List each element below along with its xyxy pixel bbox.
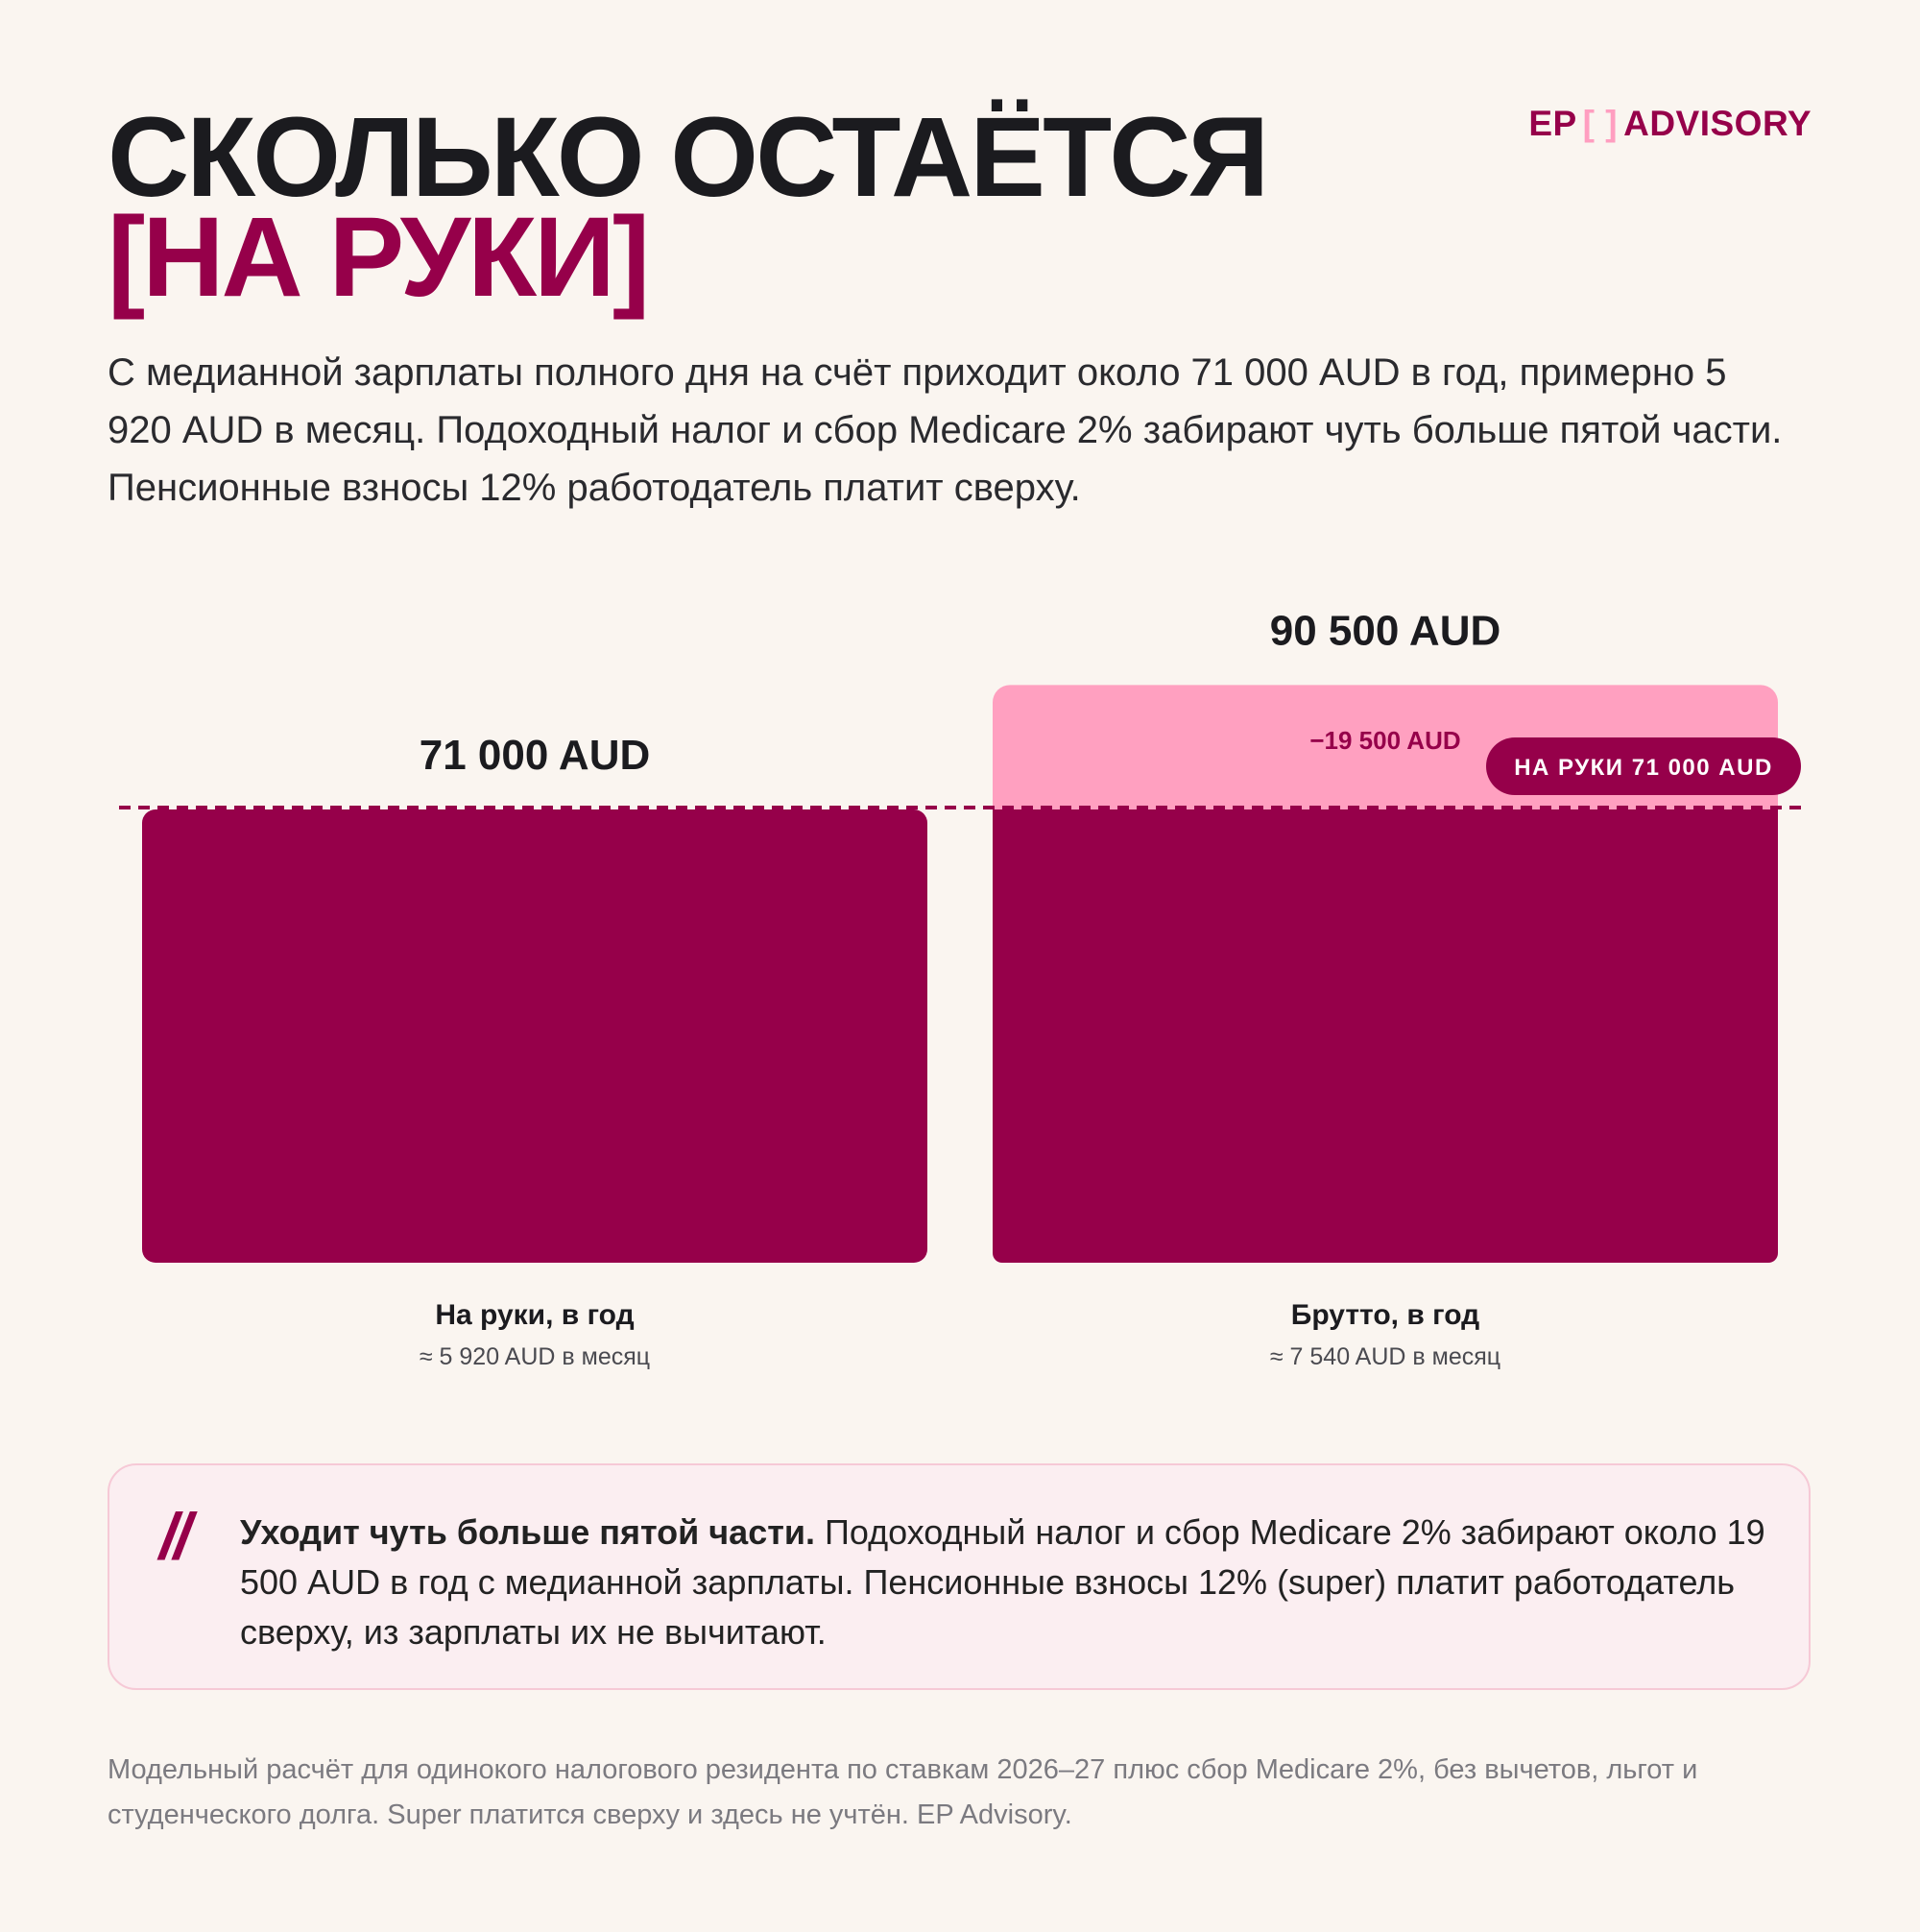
bar-gross-net [993,809,1778,1253]
brand-bracket: [ ] [1582,104,1619,143]
callout-note: // Уходит чуть больше пятой части. Подох… [108,1463,1811,1690]
bar-gross-net-bottom [993,1224,1778,1263]
value-label-gross: 90 500 AUD [1270,607,1501,654]
category-label: Брутто, в год [1291,1299,1479,1331]
title-highlight: НА РУКИ [142,194,615,321]
category-label: На руки, в год [435,1299,634,1331]
brand-ep: EP [1528,104,1577,143]
title-line-2: [НА РУКИ] [108,201,1266,314]
brand-logo: EP [ ] ADVISORY [1528,104,1812,144]
lead-paragraph: С медианной зарплаты полного дня на счёт… [108,351,1783,509]
deduction-label: −19 500 AUD [1309,726,1460,755]
quote-mark-icon: // [159,1500,192,1573]
title-line-1: СКОЛЬКО ОСТАЁТСЯ [108,94,1269,221]
reference-badge [1486,737,1801,795]
page-title: СКОЛЬКО ОСТАЁТСЯ [НА РУКИ] [108,101,1269,314]
category-sublabel: ≈ 5 920 AUD в месяц [420,1343,650,1370]
bar-chart: 71 000 AUD 90 500 AUD −19 500 AUD НА РУКИ 7… [119,607,1801,1370]
callout-body: Подоходный налог и сбор Medicare 2% заби… [240,1512,1765,1652]
title-open-bracket: [ [108,194,145,321]
reference-badge-label: НА РУКИ 71 000 AUD [1514,755,1773,781]
brand-advisory: ADVISORY [1623,104,1812,143]
callout-text: Уходит чуть больше пятой части. Подоходн… [240,1508,1766,1657]
footnote: Модельный расчёт для одинокого налоговог… [108,1754,1698,1830]
bar-net [142,809,927,1263]
category-sublabel: ≈ 7 540 AUD в месяц [1270,1343,1500,1370]
title-close-bracket: ] [612,194,650,321]
callout-lead: Уходит чуть больше пятой части. [240,1512,815,1552]
value-label-net: 71 000 AUD [420,732,651,779]
